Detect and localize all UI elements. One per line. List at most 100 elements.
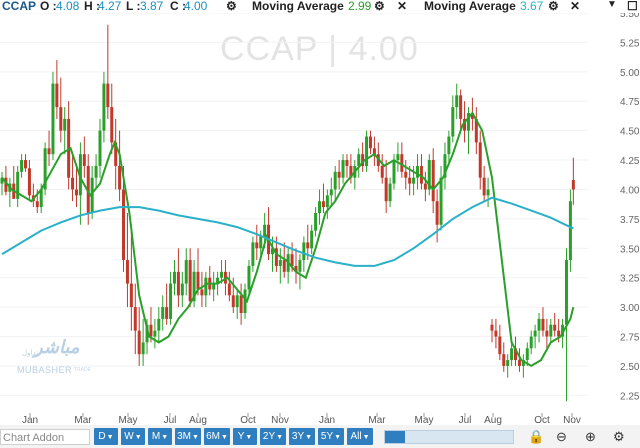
x-tick-label: May (415, 415, 434, 425)
candle-body (47, 148, 51, 155)
ma2-settings-icon[interactable]: ⚙ (548, 0, 559, 13)
range-handle[interactable] (385, 431, 405, 443)
candle-body (24, 160, 28, 169)
x-tick-label: Mar (368, 415, 386, 425)
settings-icon[interactable]: ⚙ (613, 429, 625, 444)
chart-addon-select[interactable]: Chart Addon (0, 429, 90, 445)
chevron-down-icon: ▼ (106, 434, 114, 441)
candle-body (490, 324, 494, 331)
candle-body (278, 260, 282, 266)
close-value: 4.00 (184, 0, 208, 13)
candle-body (16, 171, 20, 199)
candle-body (243, 289, 247, 313)
candle-body (392, 160, 396, 184)
period-label: Y (237, 431, 245, 442)
candle-body (510, 348, 514, 361)
candle-body (486, 189, 490, 196)
candle-body (59, 107, 63, 131)
period-button-2y[interactable]: 2Y▼ (260, 428, 286, 445)
candle-body (451, 107, 455, 137)
candle-body (553, 324, 557, 331)
candle-body (349, 165, 353, 178)
close-label: C : (170, 0, 186, 13)
lock-icon[interactable]: 🔒 (528, 429, 545, 444)
period-button-6m[interactable]: 6M▼ (204, 428, 230, 445)
chevron-down-icon: ▼ (161, 434, 169, 441)
period-button-3m[interactable]: 3M▼ (175, 428, 201, 445)
candle-body (533, 330, 537, 337)
x-tick-label: Jan (319, 415, 335, 425)
candle-body (251, 242, 255, 266)
period-button-w[interactable]: W▼ (121, 428, 145, 445)
candle-body (145, 324, 149, 343)
period-label: 5Y (320, 431, 334, 442)
candle-body (165, 307, 169, 319)
price-chart[interactable]: 5.50 5.25 5.00 4.75 4.50 4.25 4.00 3.75 3.50 3.25… (0, 13, 640, 425)
candle-body (110, 107, 114, 143)
candle-body (372, 148, 376, 155)
ma1-settings-icon-2[interactable]: ⚙ (374, 0, 385, 13)
y-tick-label: 3.75 (620, 215, 640, 226)
zoom-in-icon[interactable]: ⊕ (585, 429, 596, 444)
candle-body (408, 177, 412, 184)
y-axis: 5.50 5.25 5.00 4.75 4.50 4.25 4.00 3.75 3.50 3.25… (620, 13, 640, 402)
candle-body (255, 242, 259, 249)
candle-body (568, 201, 572, 261)
candle-body (94, 165, 98, 178)
candle-body (459, 95, 463, 119)
candle-body (384, 177, 388, 202)
x-tick-label: Jul (459, 415, 472, 425)
y-tick-label: 5.25 (620, 38, 640, 49)
candle-body (290, 254, 294, 266)
logo-arabic-small: تداول (22, 350, 39, 357)
ma1-value: 2.99 (348, 0, 372, 13)
period-button-3y[interactable]: 3Y▼ (289, 428, 315, 445)
candle-body (106, 83, 110, 108)
period-button-y[interactable]: Y▼ (233, 428, 257, 445)
candle-body (125, 260, 129, 284)
ma1-label: Moving Average (252, 0, 344, 13)
chevron-down-icon: ▼ (334, 434, 342, 441)
candle-body (506, 360, 510, 366)
candle-body (223, 271, 227, 284)
ma1-close-icon[interactable]: ✕ (397, 0, 408, 13)
period-label: 2Y (262, 431, 276, 442)
candle-body (302, 242, 306, 261)
chevron-down-icon: ▼ (191, 434, 199, 441)
candle-body (172, 271, 176, 284)
y-tick-label: 3.50 (620, 244, 640, 255)
candle-body (361, 154, 365, 166)
ma1-settings-icon[interactable]: ⚙ (226, 0, 237, 13)
period-button-d[interactable]: D▼ (94, 428, 118, 445)
period-button-all[interactable]: All▼ (347, 428, 373, 445)
candle-body (439, 177, 443, 225)
candle-body (74, 189, 78, 196)
x-tick-label: Jan (22, 415, 38, 425)
range-scrollbar[interactable] (384, 430, 514, 444)
candle-body (368, 136, 372, 149)
candle-body (545, 330, 549, 337)
collapse-icon[interactable]: ▼ (607, 0, 617, 10)
candle-body (122, 189, 126, 261)
candle-body (400, 154, 404, 172)
candle-body (90, 177, 94, 213)
period-button-5y[interactable]: 5Y▼ (318, 428, 344, 445)
candle-body (137, 330, 141, 355)
bottom-toolbar: Chart Addon D▼ W▼ M▼ 3M▼ 6M▼ Y▼ 2Y▼ 3Y▼ 5Y▼ All▼ … (0, 425, 640, 448)
candle-body (396, 154, 400, 161)
candle-body (310, 230, 314, 249)
candle-body (557, 330, 561, 337)
period-button-m[interactable]: M▼ (148, 428, 172, 445)
ma2-close-icon[interactable]: ✕ (570, 0, 581, 13)
chevron-down-icon: ▼ (276, 434, 284, 441)
candle-body (82, 154, 86, 166)
period-label: M (151, 431, 161, 442)
candle-body (521, 360, 525, 366)
logo-english-small: TRADE (74, 367, 91, 373)
x-tick-label: Mar (74, 415, 92, 425)
maximize-icon[interactable]: ☐ (627, 0, 638, 13)
zoom-out-icon[interactable]: ⊖ (556, 429, 567, 444)
candle-body (184, 260, 188, 284)
y-tick-label: 3.25 (620, 274, 640, 285)
candle-body (337, 171, 341, 178)
